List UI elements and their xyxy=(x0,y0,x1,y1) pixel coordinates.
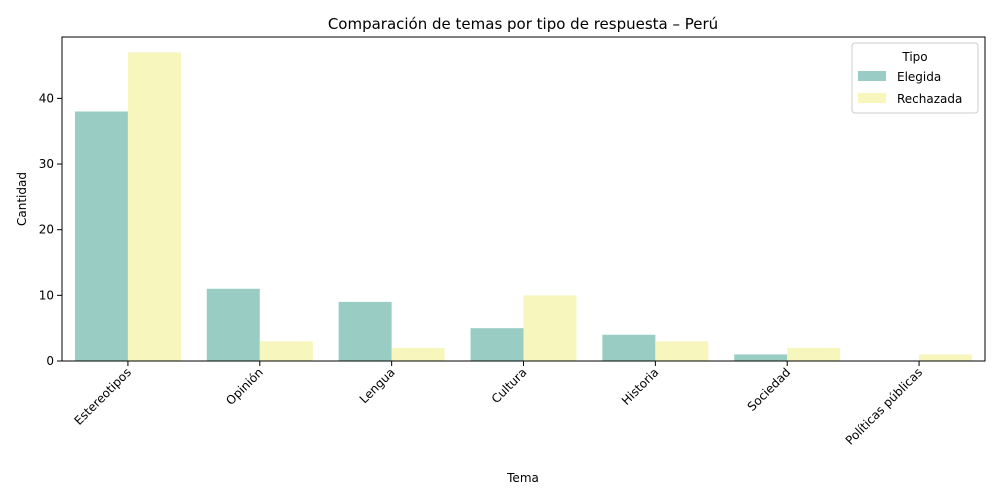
legend-swatch-elegida xyxy=(858,71,886,81)
bar-elegida-lengua xyxy=(338,301,392,361)
y-axis: 0 10 20 30 40 xyxy=(39,91,62,368)
y-tick-label: 10 xyxy=(39,288,54,302)
x-tick-label-estereotipos: Estereotipos xyxy=(71,365,134,428)
bar-rechazada-sociedad xyxy=(787,347,841,361)
bar-elegida-estereotipos xyxy=(74,111,128,361)
legend-label-rechazada: Rechazada xyxy=(897,92,962,106)
y-tick-label: 40 xyxy=(39,91,54,105)
bar-rechazada-politicas-publicas xyxy=(919,354,973,361)
x-tick-label-lengua: Lengua xyxy=(357,365,398,406)
x-axis: Estereotipos Opinión Lengua Cultura Historia… xyxy=(71,361,925,448)
legend-title: Tipo xyxy=(901,50,927,64)
y-tick-label: 0 xyxy=(46,354,54,368)
bar-rechazada-cultura xyxy=(523,295,577,361)
x-axis-label: Tema xyxy=(506,471,539,485)
bar-rechazada-opinion xyxy=(259,341,313,361)
chart-title: Comparación de temas por tipo de respues… xyxy=(328,15,718,33)
x-tick-label-sociedad: Sociedad xyxy=(745,365,794,414)
y-tick-label: 20 xyxy=(39,223,54,237)
legend-label-elegida: Elegida xyxy=(897,70,941,84)
x-tick-label-historia: Historia xyxy=(619,365,662,408)
bar-elegida-historia xyxy=(602,334,656,361)
bar-rechazada-historia xyxy=(655,341,709,361)
bar-rechazada-estereotipos xyxy=(127,52,181,362)
bar-elegida-sociedad xyxy=(734,354,788,361)
bars-group xyxy=(74,52,973,362)
legend: Tipo Elegida Rechazada xyxy=(851,42,979,114)
bar-elegida-opinion xyxy=(206,288,260,361)
x-tick-label-politicas-publicas: Políticas públicas xyxy=(843,365,925,447)
x-tick-label-opinion: Opinión xyxy=(223,365,266,408)
y-axis-label: Cantidad xyxy=(15,172,29,226)
legend-swatch-rechazada xyxy=(858,93,886,103)
y-tick-label: 30 xyxy=(39,157,54,171)
x-tick-label-cultura: Cultura xyxy=(489,365,530,406)
bar-rechazada-lengua xyxy=(391,347,445,361)
bar-elegida-cultura xyxy=(470,328,524,361)
